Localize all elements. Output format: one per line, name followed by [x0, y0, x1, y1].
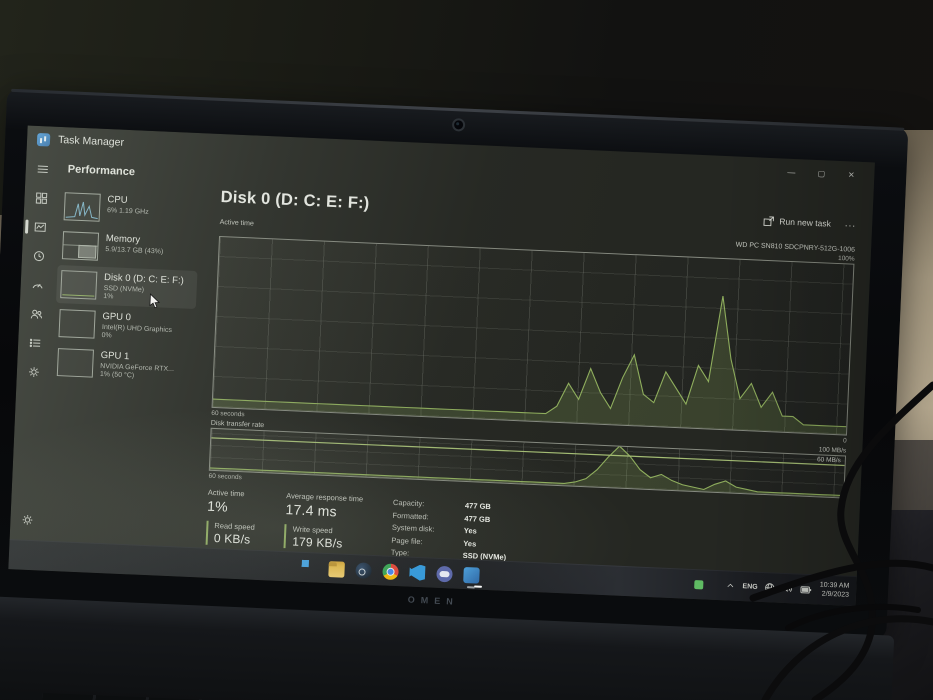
- page-title: Disk 0 (D: C: E: F:): [220, 187, 370, 213]
- property-label: Formatted:: [392, 510, 429, 521]
- active-time-chart-label: Active time: [219, 219, 254, 228]
- stat-write-speed: Write speed 179 KB/s: [283, 524, 362, 552]
- taskbar-icon-file-explorer[interactable]: [327, 560, 345, 578]
- rail-item-performance[interactable]: [27, 214, 54, 241]
- sidebar-item-detail: 6% 1.19 GHz: [106, 206, 149, 216]
- minimize-button[interactable]: —: [787, 167, 796, 177]
- webcam: [451, 118, 466, 132]
- disk-properties: Capacity: 477 GB Formatted: 477 GB System di…: [391, 498, 509, 562]
- taskbar-icon-discord[interactable]: [435, 565, 453, 582]
- stat-average-response-time: Average response time 17.4 ms: [285, 491, 363, 520]
- rail-item-processes[interactable]: [28, 185, 55, 212]
- active-time-chart: [211, 235, 855, 436]
- sidebar-header: Performance: [67, 163, 136, 179]
- run-new-task-icon: [763, 215, 775, 226]
- navigation-rail: [10, 152, 61, 542]
- chevron-up-tray-button[interactable]: [726, 581, 735, 590]
- rail-item-services[interactable]: [20, 358, 47, 385]
- sidebar-item-detail: 5.9/13.7 GB (43%): [105, 245, 164, 256]
- performance-icon: [34, 222, 46, 232]
- active-axis-left: 60 seconds: [211, 409, 245, 419]
- property-value: Yes: [463, 538, 477, 548]
- performance-sidebar: Performance CPU 6% 1.19 GHz Memory 5.9/13.7…: [44, 153, 207, 548]
- run-new-task-button[interactable]: Run new task: [763, 215, 831, 229]
- app-history-icon: [33, 251, 44, 262]
- sidebar-item-gpu-1[interactable]: GPU 1 NVIDIA GeForce RTX... 1% (50 °C): [53, 343, 195, 387]
- services-icon: [29, 367, 39, 377]
- bezel-logo: OMEN: [407, 594, 459, 607]
- cpu-mini-chart: [63, 192, 101, 222]
- more-options-button[interactable]: ...: [844, 218, 857, 230]
- property-value: 477 GB: [464, 500, 492, 512]
- property-label: Page file:: [391, 535, 423, 546]
- laptop: OMEN Task Manager — ▢ ✕ Performance CPU 6% …: [0, 88, 909, 700]
- property-value: 477 GB: [464, 513, 491, 524]
- rail-item-startup-apps[interactable]: [24, 272, 51, 299]
- chevron-up-icon: [727, 583, 734, 588]
- users-icon: [30, 309, 42, 319]
- property-value: Yes: [463, 525, 478, 536]
- battery-icon: [800, 585, 812, 594]
- stat-active-time: Active time 1%: [207, 488, 257, 516]
- property-label: System disk:: [391, 522, 435, 534]
- memory-mini-chart: [61, 231, 100, 261]
- property-label: Capacity:: [392, 497, 425, 509]
- stat-value: 0 KB/s: [213, 531, 251, 547]
- stat-value: 1%: [206, 497, 229, 515]
- sidebar-item-label: CPU: [107, 194, 128, 206]
- menu-icon: [37, 165, 48, 173]
- transfer-axis-left: 60 seconds: [208, 472, 242, 482]
- gpu-mini-chart: [56, 348, 94, 378]
- taskbar-icon-start[interactable]: [301, 559, 318, 576]
- stat-label: Read speed: [214, 521, 256, 532]
- rail-item-details[interactable]: [22, 330, 49, 357]
- stat-value: 17.4 ms: [285, 501, 338, 520]
- sidebar-item-usage: 1%: [103, 292, 114, 301]
- rail-item-users[interactable]: [23, 301, 50, 328]
- sidebar-item-memory[interactable]: Memory 5.9/13.7 GB (43%): [58, 226, 200, 270]
- sidebar-item-label: GPU 0: [102, 310, 132, 324]
- stat-value: 179 KB/s: [291, 534, 343, 551]
- sidebar-item-label: Memory: [105, 233, 141, 246]
- mouse-cursor: [149, 293, 161, 309]
- rail-item-menu[interactable]: [29, 156, 56, 183]
- run-new-task-label: Run new task: [779, 216, 832, 229]
- close-button[interactable]: ✕: [847, 169, 855, 180]
- stat-read-speed: Read speed 0 KB/s: [205, 520, 256, 547]
- window-title: Task Manager: [57, 133, 125, 149]
- sidebar-item-usage: 1% (50 °C): [99, 370, 135, 380]
- settings-gear-icon: [22, 515, 33, 525]
- details-icon: [29, 338, 41, 348]
- rail-item-app-history[interactable]: [25, 243, 52, 270]
- task-manager-app-icon: [36, 132, 51, 147]
- taskbar-icon-vscode[interactable]: [409, 564, 426, 581]
- laptop-bezel: OMEN Task Manager — ▢ ✕ Performance CPU 6% …: [0, 88, 909, 640]
- cables: [749, 381, 933, 700]
- taskbar-icon-steam[interactable]: [354, 561, 372, 579]
- disk-mini-chart: [60, 270, 98, 300]
- window-controls: — ▢ ✕: [778, 162, 865, 184]
- taskbar-icon-task-manager[interactable]: [462, 566, 480, 584]
- sidebar-item-cpu[interactable]: CPU 6% 1.19 GHz: [59, 187, 201, 231]
- startup-apps-icon: [32, 283, 43, 289]
- gpu-mini-chart: [58, 309, 96, 339]
- maximize-button[interactable]: ▢: [817, 168, 826, 178]
- sidebar-item-disk-0-d-c-e-f[interactable]: Disk 0 (D: C: E: F:) SSD (NVMe) 1%: [55, 264, 198, 310]
- laptop-screen: Task Manager — ▢ ✕ Performance CPU 6% 1.19 …: [8, 125, 875, 607]
- sidebar-item-gpu-0[interactable]: GPU 0 Intel(R) UHD Graphics 0%: [54, 304, 196, 348]
- disk-detail-panel: Disk 0 (D: C: E: F:) Run new task ...: [189, 159, 873, 577]
- sidebar-item-usage: 0%: [101, 331, 112, 340]
- rail-item-settings[interactable]: [14, 506, 41, 533]
- disk-transfer-rate-chart: 60 MB/s: [208, 427, 847, 499]
- processes-icon: [35, 192, 48, 204]
- taskbar-icon-chrome[interactable]: [381, 562, 399, 580]
- battery-tray-button[interactable]: [800, 583, 813, 596]
